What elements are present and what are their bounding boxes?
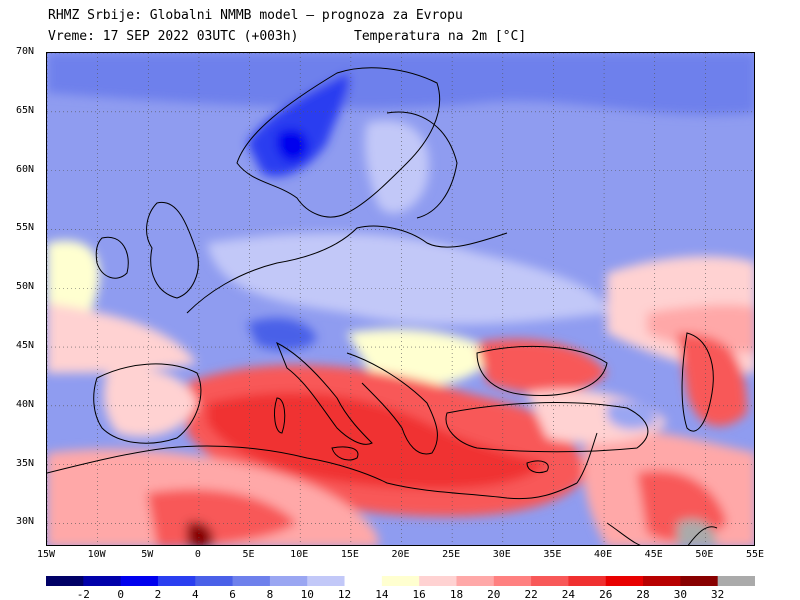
lat-label: 40N <box>16 398 35 410</box>
colorbar-label: 28 <box>636 588 650 600</box>
colorbar-label: -2 <box>76 588 90 600</box>
colorbar-segment <box>344 576 383 586</box>
lon-label: 30E <box>492 549 511 560</box>
lon-label: 55E <box>745 549 765 560</box>
colorbar-label: 0 <box>117 588 124 600</box>
lon-label: 20E <box>391 549 410 560</box>
colorbar-label: 22 <box>524 588 538 600</box>
lat-label: 30N <box>16 516 35 528</box>
colorbar-label: 8 <box>266 588 274 600</box>
figure-title: RHMZ Srbije: Globalni NMMB model — progn… <box>48 8 463 23</box>
colorbar-segment <box>83 576 122 586</box>
colorbar-segment <box>269 576 308 586</box>
lon-label: 5W <box>141 549 154 560</box>
temperature-field <box>47 53 754 545</box>
lat-label: 50N <box>16 281 35 293</box>
colorbar <box>46 576 755 586</box>
lon-label: 25E <box>442 549 461 560</box>
colorbar-segment <box>493 576 532 586</box>
lon-label: 40E <box>594 549 613 560</box>
colorbar-label: 4 <box>191 588 199 600</box>
coastlines <box>47 67 718 545</box>
lat-label: 35N <box>16 457 35 469</box>
colorbar-label: 20 <box>487 588 501 600</box>
colorbar-segment <box>419 576 457 586</box>
colorbar-segment <box>680 576 719 586</box>
forecast-time: Vreme: 17 SEP 2022 03UTC (+003h) <box>48 29 299 44</box>
colorbar-label: 6 <box>229 588 236 600</box>
colorbar-label: 24 <box>561 588 576 600</box>
lon-label: 0 <box>194 549 201 560</box>
colorbar-label: 26 <box>599 588 613 600</box>
lon-label: 5E <box>242 549 255 560</box>
colorbar-label: 10 <box>300 588 314 600</box>
colorbar-label: 32 <box>711 588 725 600</box>
colorbar-label: 2 <box>154 588 162 600</box>
lon-label: 45E <box>644 549 663 560</box>
lon-label: 50E <box>695 549 714 560</box>
colorbar-label: 16 <box>412 588 426 600</box>
lat-label: 45N <box>16 340 35 352</box>
colorbar-label: 18 <box>449 588 464 600</box>
lon-label: 35E <box>543 549 562 560</box>
colorbar-segment <box>157 576 196 586</box>
lat-label: 70N <box>16 46 35 57</box>
colorbar-segment <box>46 576 84 586</box>
lat-label: 65N <box>16 104 35 116</box>
lon-label: 15E <box>340 549 359 560</box>
lon-label: 15W <box>36 549 56 560</box>
lon-label: 10W <box>87 549 106 560</box>
colorbar-segment <box>232 576 271 586</box>
colorbar-segment <box>531 576 569 586</box>
colorbar-segment <box>195 576 234 586</box>
colorbar-label: 12 <box>337 588 352 600</box>
colorbar-label: 30 <box>673 588 687 600</box>
colorbar-segment <box>568 576 607 586</box>
colorbar-segment <box>307 576 346 586</box>
colorbar-segment <box>456 576 495 586</box>
colorbar-label: 14 <box>375 588 389 600</box>
map-area <box>46 52 755 546</box>
lat-label: 55N <box>16 222 35 234</box>
colorbar-segment <box>643 576 681 586</box>
field-name: Temperatura na 2m [°C] <box>354 29 527 44</box>
lon-label: 10E <box>290 549 309 560</box>
colorbar-segment <box>381 576 420 586</box>
lat-label: 60N <box>16 163 35 175</box>
colorbar-segment <box>120 576 159 586</box>
colorbar-segment <box>717 576 755 586</box>
colorbar-segment <box>605 576 644 586</box>
